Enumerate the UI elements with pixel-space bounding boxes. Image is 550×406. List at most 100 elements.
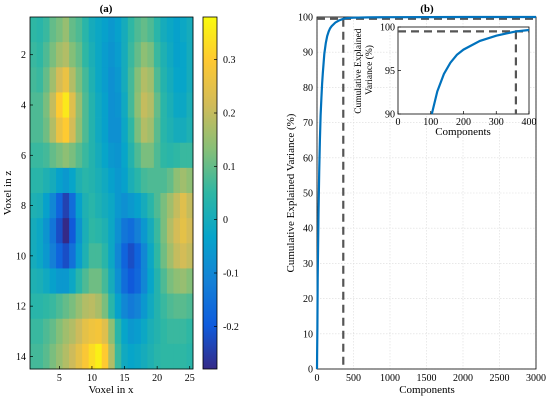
heatmap-cell [69, 268, 77, 294]
heatmap-cell [62, 193, 70, 219]
heatmap-cell [186, 17, 194, 43]
heatmap-cell [127, 17, 135, 43]
heatmap-cell [186, 218, 194, 244]
heatmap-x-label: Voxel in x [88, 384, 134, 396]
heatmap-cell [134, 67, 142, 93]
heatmap-cell [30, 293, 37, 320]
heatmap-cell [173, 293, 181, 320]
heatmap-cell [36, 343, 44, 370]
heatmap-cell [49, 167, 57, 194]
heatmap-cell [127, 67, 135, 93]
heatmap-cell [49, 268, 57, 294]
heatmap-cell [82, 193, 90, 219]
heatmap-cell [179, 117, 187, 144]
heatmap-cell [186, 67, 194, 93]
heatmap-cell [134, 268, 142, 294]
heatmap-cell [121, 142, 129, 169]
heatmap-cell [88, 117, 96, 144]
colorbar-tick-label: -0.1 [223, 269, 239, 280]
heatmap-cell [147, 67, 155, 93]
heatmap-cell [166, 167, 174, 194]
heatmap-cell [160, 17, 168, 43]
heatmap-cell [121, 243, 129, 269]
heatmap-cell [173, 67, 181, 93]
heatmap-cell [75, 293, 83, 320]
heatmap-cell [160, 117, 168, 144]
heatmap-cell [134, 243, 142, 269]
heatmap-cell [95, 243, 103, 269]
heatmap-cell [140, 318, 148, 345]
heatmap-panel: (a) 5 10 15 20 25 2 4 6 8 10 12 14 Voxel in x Voxe… [2, 3, 195, 396]
heatmap-cell [49, 92, 57, 118]
heatmap-cell [62, 318, 70, 345]
heatmap-x-tick-label: 10 [87, 373, 97, 384]
heatmap-cell [62, 17, 70, 43]
heatmap-cell [160, 167, 168, 194]
heatmap-cell [160, 92, 168, 118]
heatmap-cell [134, 193, 142, 219]
heatmap-cell [88, 42, 96, 68]
heatmap-cell [36, 318, 44, 345]
heatmap-cell [186, 142, 194, 169]
heatmap-cell [56, 218, 63, 244]
heatmap-cell [36, 92, 44, 118]
heatmap-cell [147, 293, 155, 320]
heatmap-cell [186, 343, 194, 370]
heatmap-cell [36, 142, 44, 169]
heatmap-cell [43, 142, 50, 169]
heatmap-cell [88, 268, 96, 294]
variance-y-tick-label: 90 [303, 48, 313, 59]
heatmap-cell [75, 67, 83, 93]
heatmap-cell [186, 268, 194, 294]
inset-y-label-line-2: Variance (%) [364, 45, 375, 95]
variance-x-ticks: 0 500 1000 1500 2000 2500 3000 [315, 373, 547, 384]
heatmap-cell [49, 293, 57, 320]
heatmap-cell [153, 193, 161, 219]
heatmap-cell [75, 243, 83, 269]
heatmap-cell [153, 17, 161, 43]
heatmap-cell [30, 67, 37, 93]
heatmap-cell [114, 142, 122, 169]
heatmap-cell [69, 17, 77, 43]
variance-panel: (b) 0 500 1000 1500 2000 2500 3000 01020304050… [285, 3, 546, 396]
heatmap-cell [88, 293, 96, 320]
heatmap-cell [160, 142, 168, 169]
heatmap-cell [173, 268, 181, 294]
colorbar-tick-label: 0 [223, 215, 228, 226]
heatmap-cell [114, 92, 122, 118]
heatmap-cell [69, 117, 77, 144]
heatmap-cell [95, 193, 103, 219]
heatmap-cell [114, 293, 122, 320]
heatmap-cell [62, 42, 70, 68]
heatmap-cell [127, 167, 135, 194]
heatmap-cell [101, 92, 109, 118]
inset-y-tick-label: 95 [385, 66, 395, 77]
heatmap-cell [95, 142, 103, 169]
heatmap-cell [121, 218, 129, 244]
variance-y-tick-label: 20 [303, 294, 313, 305]
heatmap-cell [140, 268, 148, 294]
heatmap-cell [56, 268, 63, 294]
inset-y-ticks: 90 95 100 [380, 23, 401, 121]
heatmap-cell [160, 193, 168, 219]
heatmap-cell [88, 193, 96, 219]
heatmap-cell [49, 318, 57, 345]
variance-x-tick-label: 1000 [380, 373, 400, 384]
heatmap-cell [134, 142, 142, 169]
variance-curve [315, 15, 536, 370]
heatmap-cell [82, 218, 90, 244]
heatmap-cell [166, 117, 174, 144]
heatmap-cell [101, 243, 109, 269]
heatmap-title: (a) [100, 3, 113, 15]
variance-title: (b) [420, 3, 434, 15]
heatmap-cell [147, 167, 155, 194]
heatmap-cell [114, 117, 122, 144]
heatmap-cell [114, 193, 122, 219]
heatmap-cell [186, 318, 194, 345]
heatmap-cell [88, 92, 96, 118]
heatmap-y-tick-label: 2 [21, 50, 26, 61]
heatmap-cell [75, 218, 83, 244]
heatmap-cell [160, 293, 168, 320]
heatmap-cell [166, 318, 174, 345]
heatmap-cell [82, 243, 90, 269]
